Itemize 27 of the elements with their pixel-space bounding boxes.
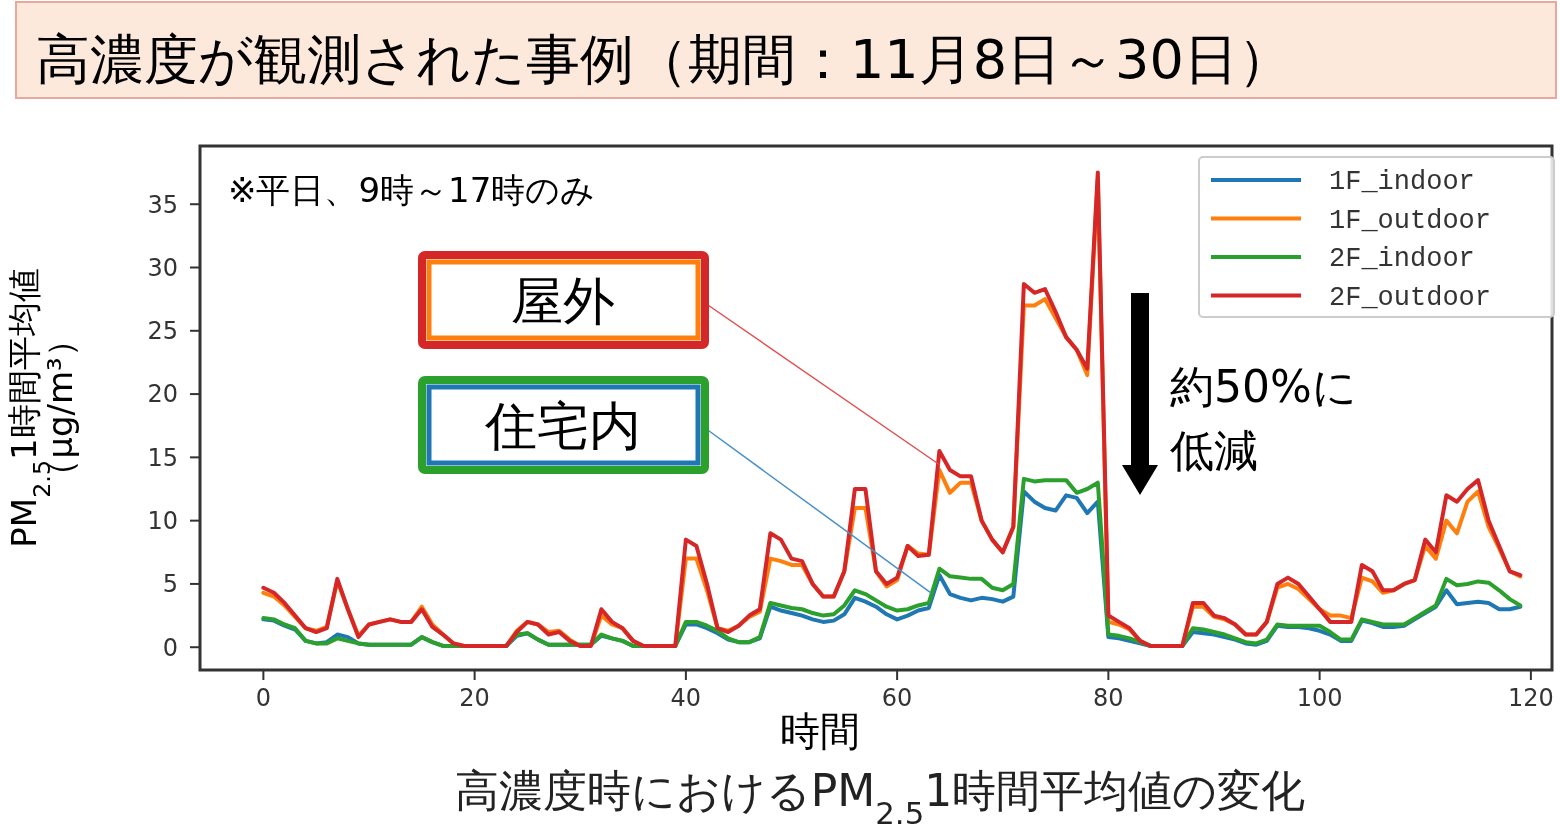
legend-label: 2F_outdoor: [1329, 282, 1492, 313]
chart-title: 高濃度が観測された事例（期間：11月8日～30日）: [36, 28, 1292, 91]
legend-label: 1F_indoor: [1329, 167, 1475, 198]
annotation: 低減: [1170, 425, 1258, 476]
x-tick-label: 120: [1507, 684, 1554, 712]
y-tick-label: 5: [162, 570, 178, 599]
y-tick-label: 35: [147, 190, 178, 219]
x-tick-label: 60: [881, 684, 913, 712]
annotation: 住宅内: [484, 395, 641, 456]
y-tick-label: 15: [147, 443, 178, 472]
legend-label: 1F_outdoor: [1329, 205, 1492, 236]
y-tick-label: 25: [147, 317, 178, 346]
x-axis-title: 時間: [780, 708, 860, 754]
x-tick-label: 0: [255, 684, 272, 712]
y-tick-label: 20: [147, 380, 178, 409]
annotation: ※平日、9時～17時のみ: [228, 170, 596, 210]
y-tick-label: 0: [162, 633, 178, 662]
y-tick-label: 30: [147, 253, 178, 282]
legend-label: 2F_indoor: [1329, 244, 1475, 275]
x-tick-label: 40: [670, 684, 702, 712]
annotation: 約50%に: [1170, 361, 1357, 412]
y-tick-label: 10: [147, 507, 178, 536]
x-tick-label: 20: [459, 684, 490, 712]
annotation: 屋外: [511, 270, 615, 331]
x-tick-label: 80: [1093, 684, 1124, 712]
text: 高濃度時におけるPM$_{2.5}$1時間平均値の変化: [454, 765, 1306, 831]
x-tick-label: 100: [1296, 684, 1343, 712]
